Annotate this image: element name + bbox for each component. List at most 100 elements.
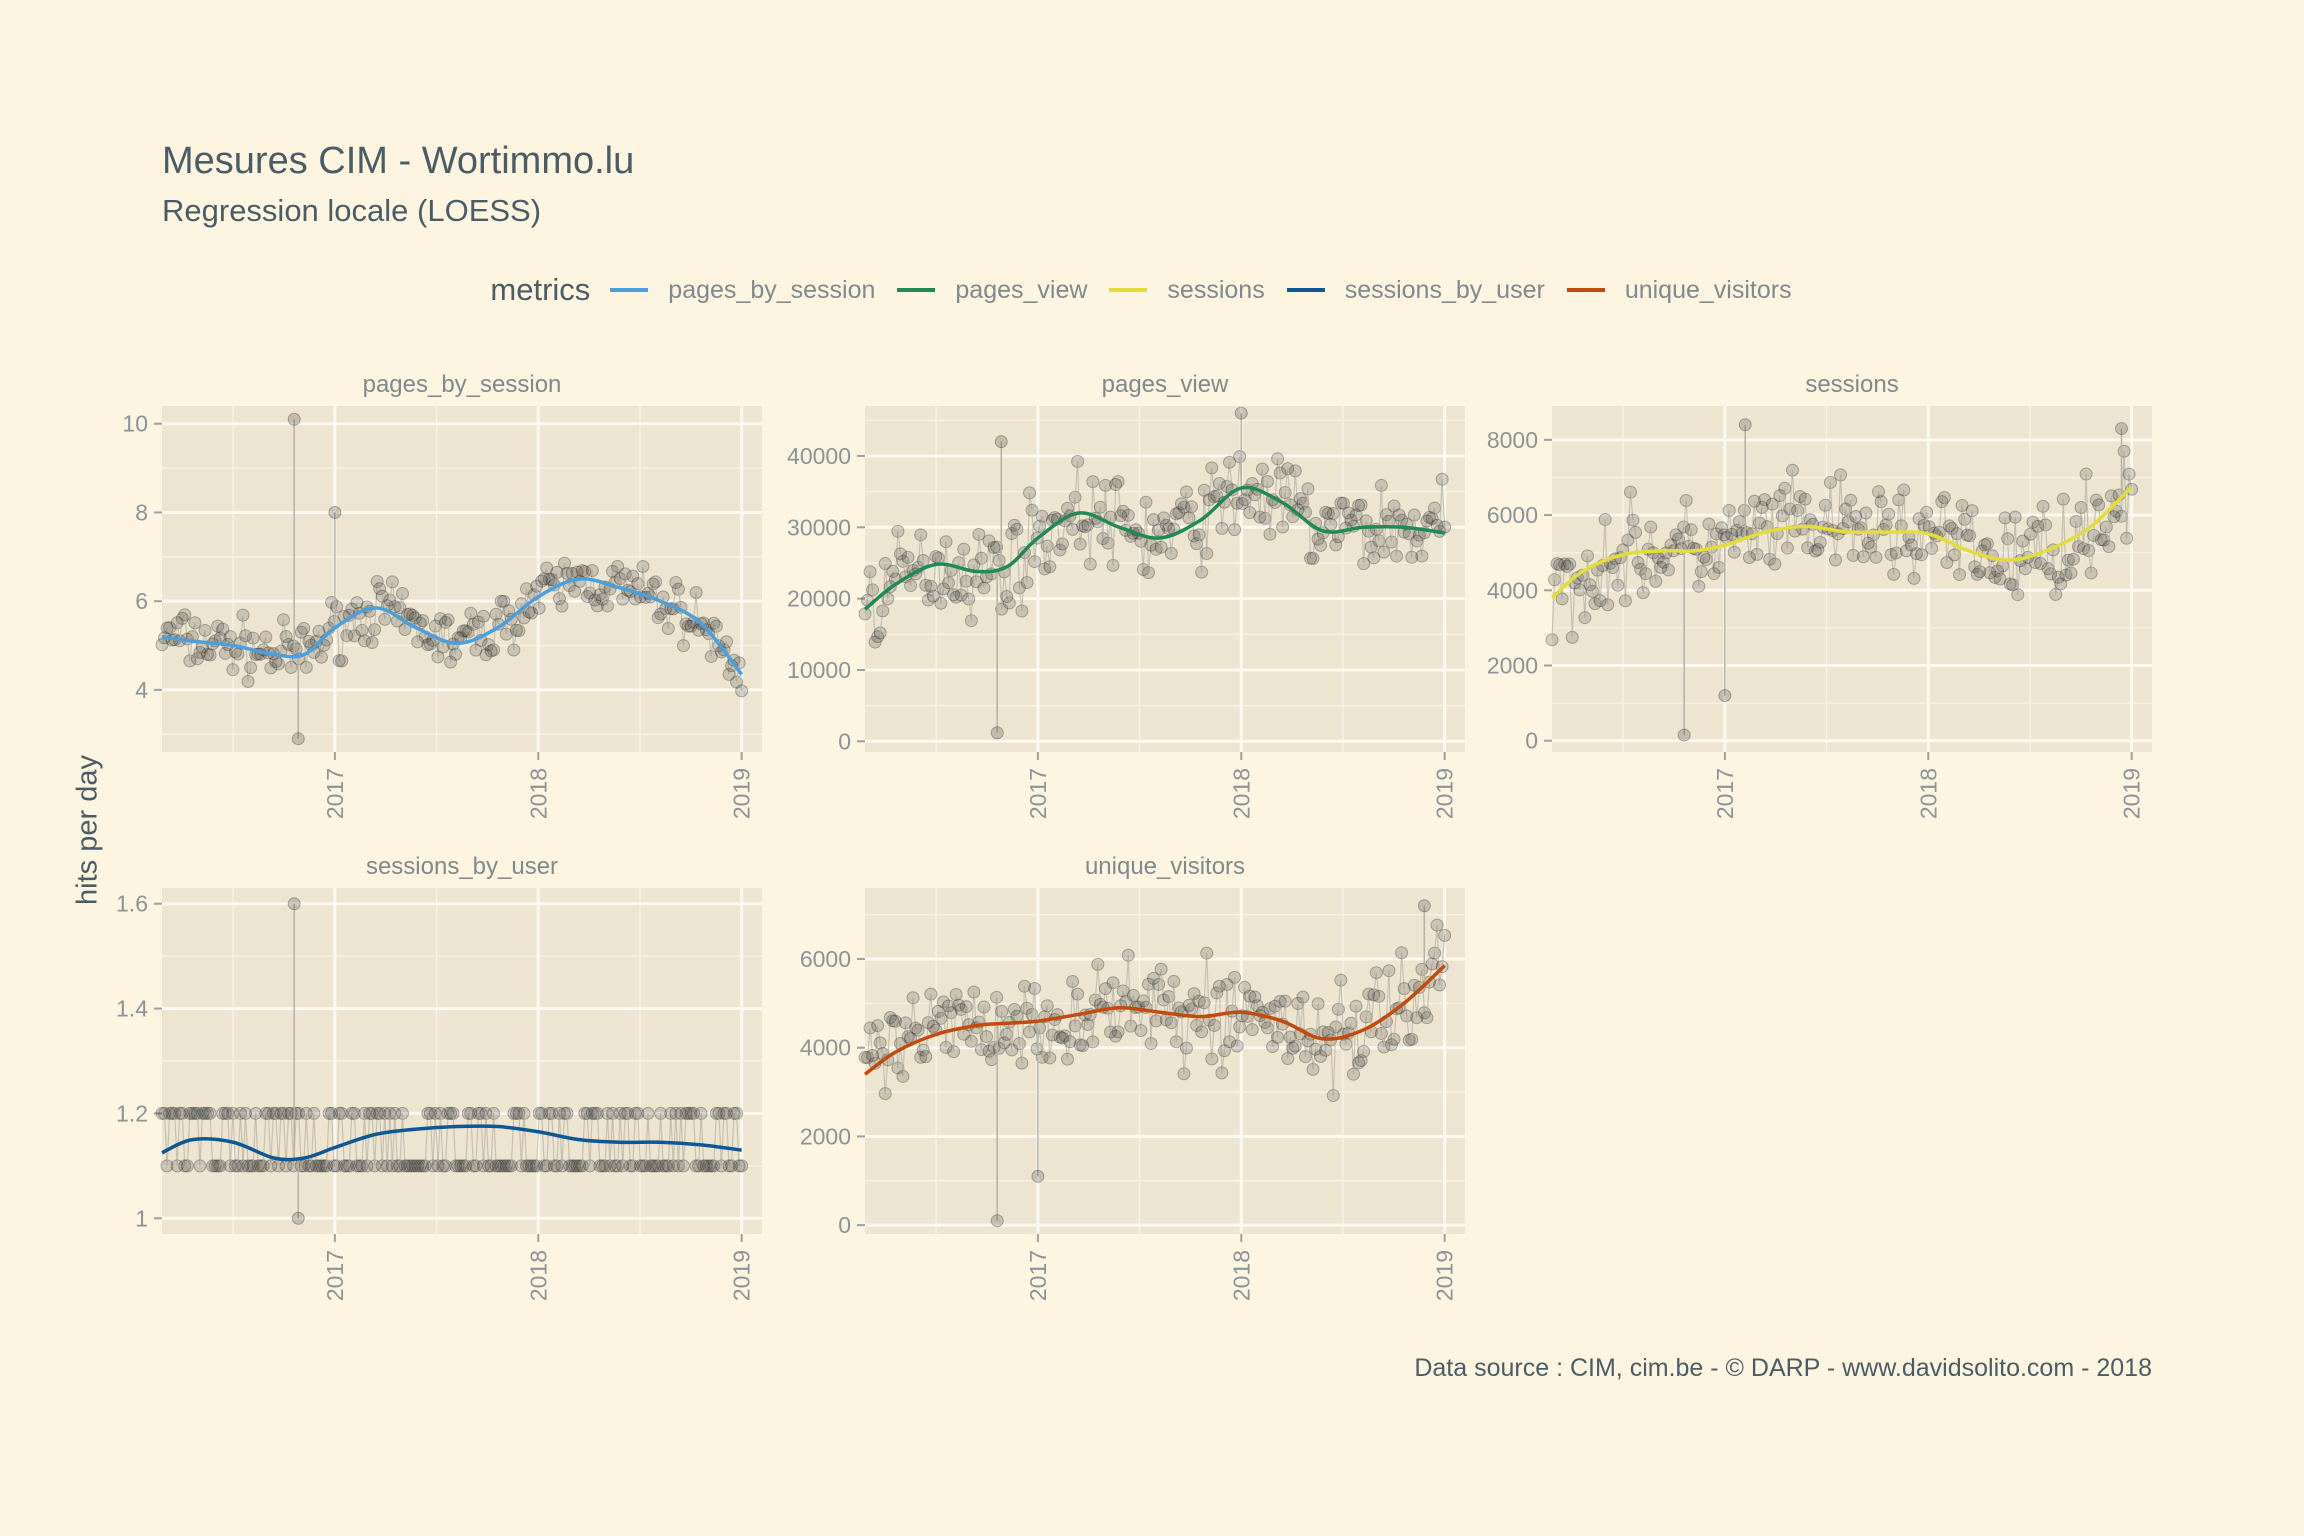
point-link bbox=[374, 581, 378, 630]
point-link bbox=[882, 563, 886, 611]
x-tick-label: 2019 bbox=[2119, 768, 2145, 819]
point-link bbox=[1561, 564, 1566, 599]
point-link bbox=[1855, 516, 1859, 530]
point-link bbox=[1981, 544, 1986, 552]
facet-panel-sessions-by-user: sessions_by_user 2017 2018 2019 1 1.2 1.4 1.6 bbox=[116, 853, 762, 1301]
point-link bbox=[970, 564, 975, 621]
point-link bbox=[1208, 467, 1213, 500]
point-link bbox=[2090, 535, 2095, 574]
point-link bbox=[1602, 519, 1606, 566]
point-link bbox=[1791, 470, 1796, 532]
point-link bbox=[915, 1027, 919, 1031]
point-link bbox=[265, 636, 269, 653]
point-link bbox=[1061, 520, 1066, 545]
point-link bbox=[1571, 582, 1576, 638]
point-link bbox=[1226, 462, 1231, 487]
point-link bbox=[1221, 502, 1226, 529]
data-point bbox=[287, 897, 301, 911]
point-link bbox=[1208, 1020, 1213, 1059]
point-link bbox=[1051, 1019, 1056, 1036]
point-link bbox=[1398, 952, 1403, 1008]
point-link bbox=[492, 1113, 497, 1166]
panel-background bbox=[865, 888, 1465, 1234]
point-link bbox=[1380, 485, 1385, 553]
point-link bbox=[541, 1113, 545, 1166]
point-link bbox=[366, 1113, 371, 1166]
point-link bbox=[1433, 507, 1438, 526]
point-link bbox=[609, 1113, 614, 1166]
point-link bbox=[899, 553, 904, 562]
point-link bbox=[682, 623, 687, 646]
data-point bbox=[2114, 422, 2128, 436]
point-link bbox=[472, 624, 477, 651]
point-link bbox=[401, 1113, 406, 1166]
point-link bbox=[1976, 571, 1981, 575]
point-link bbox=[690, 621, 695, 627]
point-link bbox=[604, 1113, 609, 1166]
point-link bbox=[902, 1022, 907, 1077]
point-link bbox=[1852, 516, 1857, 556]
point-link bbox=[622, 1113, 626, 1166]
point-link bbox=[907, 557, 912, 586]
point-link bbox=[894, 531, 899, 580]
point-link bbox=[2120, 451, 2125, 517]
point-link bbox=[1409, 1038, 1412, 1041]
point-link bbox=[904, 557, 909, 577]
point-link bbox=[1586, 555, 1591, 585]
point-link bbox=[920, 534, 924, 561]
point-link bbox=[1624, 540, 1629, 601]
point-link bbox=[1741, 510, 1745, 534]
point-link bbox=[368, 611, 373, 643]
data-points bbox=[858, 899, 1452, 1228]
point-link bbox=[1756, 522, 1761, 555]
point-link bbox=[1938, 501, 1943, 533]
point-link bbox=[217, 625, 221, 639]
x-tick-label: 2019 bbox=[1432, 1250, 1458, 1301]
point-link bbox=[1132, 995, 1137, 1008]
point-link bbox=[1228, 1011, 1233, 1042]
point-link bbox=[1104, 988, 1109, 1009]
point-link bbox=[667, 608, 672, 629]
point-link bbox=[1330, 1039, 1334, 1096]
point-link bbox=[1271, 1006, 1276, 1047]
point-link bbox=[1089, 1014, 1094, 1042]
point-link bbox=[184, 614, 188, 640]
point-link bbox=[713, 622, 717, 627]
y-tick-label: 0 bbox=[838, 1212, 851, 1238]
point-link bbox=[601, 586, 606, 600]
point-link bbox=[1695, 549, 1700, 587]
point-link bbox=[449, 644, 454, 663]
data-points bbox=[155, 897, 749, 1225]
point-link bbox=[574, 572, 578, 592]
point-link bbox=[1647, 526, 1652, 550]
point-link bbox=[718, 1113, 723, 1166]
point-link bbox=[1228, 462, 1233, 490]
point-link bbox=[1178, 1007, 1182, 1013]
x-tick-label: 2019 bbox=[1432, 768, 1458, 819]
point-link bbox=[660, 596, 664, 615]
point-link bbox=[424, 636, 429, 645]
point-link bbox=[298, 632, 302, 659]
point-link bbox=[475, 622, 480, 651]
point-link bbox=[1335, 1009, 1339, 1028]
point-link bbox=[561, 1113, 566, 1166]
point-link bbox=[460, 630, 464, 638]
point-link bbox=[2027, 534, 2032, 558]
point-link bbox=[1627, 492, 1632, 541]
point-link bbox=[1168, 528, 1172, 554]
facet-panel-sessions: sessions 2017 2018 2019 0 2000 4000 6000 8000 bbox=[1487, 371, 2152, 819]
point-link bbox=[1039, 1027, 1043, 1058]
point-link bbox=[384, 1113, 388, 1166]
point-link bbox=[242, 615, 247, 636]
point-link bbox=[983, 1006, 988, 1037]
point-link bbox=[1363, 1016, 1367, 1052]
point-link bbox=[179, 618, 183, 641]
point-link bbox=[909, 997, 914, 1039]
point-link bbox=[1845, 508, 1849, 522]
point-link bbox=[1378, 996, 1382, 1034]
point-link bbox=[2093, 500, 2097, 536]
point-link bbox=[677, 589, 682, 608]
point-link bbox=[1337, 980, 1342, 1010]
point-link bbox=[1824, 505, 1829, 529]
point-link bbox=[1008, 533, 1013, 603]
